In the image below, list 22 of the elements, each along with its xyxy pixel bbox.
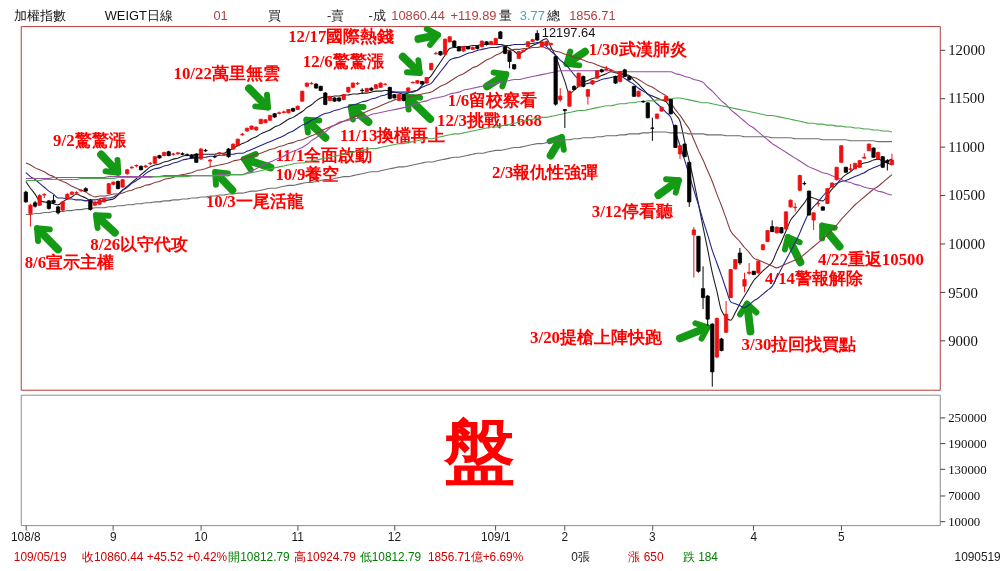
y-tick-label: 190000 <box>948 436 987 451</box>
y-tick-label: 12000 <box>948 41 986 58</box>
text: 109/05/19 <box>13 549 67 564</box>
text: 高10924.79 <box>294 549 357 564</box>
y-tick-label: 10000 <box>948 236 986 253</box>
text: 低10812.79 <box>359 549 422 564</box>
y-tick-label: 250000 <box>948 410 987 425</box>
y-tick-label: 9500 <box>948 284 978 301</box>
text: 跌 184 <box>682 549 719 564</box>
y-tick-label: 11500 <box>948 90 985 107</box>
text: 0張 <box>571 549 590 564</box>
y-tick-label: 10500 <box>948 187 986 204</box>
text: 漲 650 <box>628 549 664 564</box>
y-tick-label: 11000 <box>948 138 985 155</box>
text: 開10812.79 <box>228 549 291 564</box>
y-tick-label: 130000 <box>948 462 987 477</box>
y-tick-label: 9000 <box>948 333 978 350</box>
text: 收10860.44 +45.52 +0.42% <box>82 549 228 564</box>
y-tick-label: 70000 <box>948 488 981 503</box>
text: 1090519 <box>954 549 1002 564</box>
text: 1856.71億+6.69% <box>427 549 524 564</box>
y-tick-label: 10000 <box>948 514 981 529</box>
